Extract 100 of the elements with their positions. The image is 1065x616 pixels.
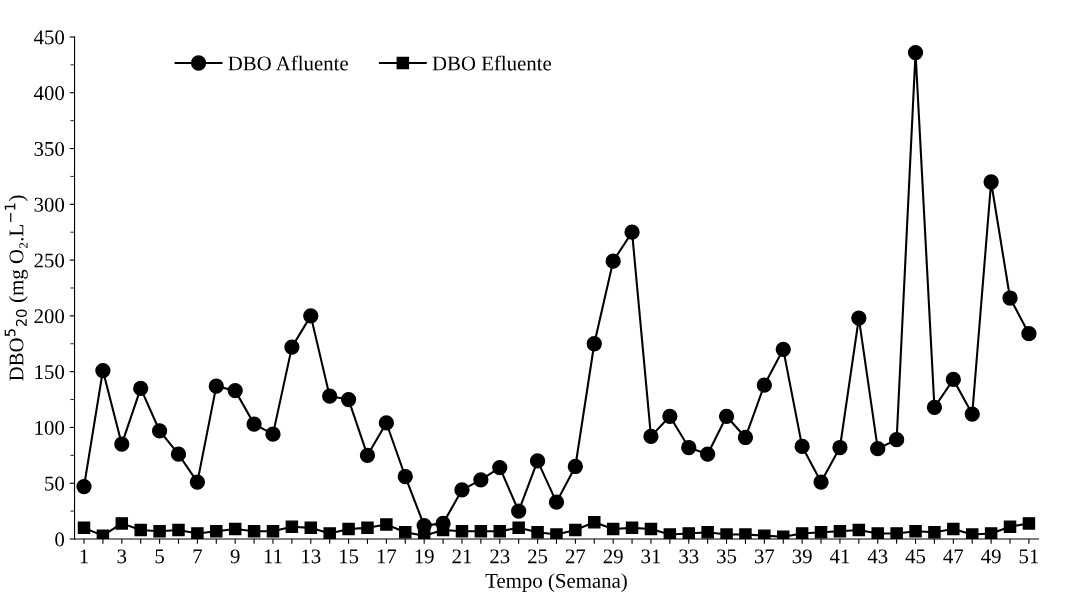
- x-tick-label: 29: [603, 549, 623, 564]
- point: [624, 224, 640, 240]
- point: [511, 503, 527, 519]
- point: [134, 523, 147, 537]
- point: [795, 527, 809, 539]
- point: [378, 415, 395, 431]
- point: [246, 416, 262, 432]
- point: [983, 174, 999, 190]
- x-tick-label: 13: [302, 549, 321, 564]
- point: [303, 308, 319, 324]
- point: [605, 253, 621, 269]
- point: [909, 524, 922, 538]
- x-tick-label: 11: [264, 549, 282, 564]
- point: [567, 458, 584, 475]
- x-tick-label: 45: [905, 549, 926, 564]
- point: [833, 524, 847, 538]
- point: [304, 521, 318, 535]
- point: [1021, 326, 1037, 342]
- x-tick-label: 43: [867, 549, 888, 564]
- point: [114, 436, 130, 452]
- point: [832, 439, 848, 456]
- point: [852, 523, 866, 537]
- x-tick-label: 23: [490, 549, 510, 564]
- point: [870, 440, 886, 457]
- point: [417, 529, 431, 539]
- point: [208, 378, 224, 394]
- x-tick-label: 25: [528, 549, 548, 564]
- legend-label: DBO Efluente: [432, 55, 552, 71]
- point: [512, 521, 525, 535]
- x-tick-label: 15: [339, 549, 359, 564]
- point: [323, 527, 336, 539]
- y-tick-label: 150: [35, 365, 65, 380]
- point: [984, 527, 998, 539]
- y-tick-label: 400: [33, 86, 65, 101]
- point: [529, 453, 546, 469]
- y-tick-label: 0: [55, 532, 65, 547]
- point: [399, 526, 412, 539]
- point: [210, 524, 223, 538]
- x-tick-label: 3: [117, 549, 127, 564]
- point: [758, 529, 771, 539]
- point: [77, 521, 91, 535]
- point: [1002, 290, 1018, 306]
- x-tick-label: 21: [452, 549, 472, 564]
- point: [361, 521, 374, 535]
- point: [115, 517, 129, 530]
- y-tick-label: 250: [34, 253, 65, 268]
- point: [359, 447, 376, 463]
- point: [662, 408, 678, 424]
- point: [588, 516, 601, 529]
- point: [907, 44, 924, 61]
- point: [625, 521, 639, 535]
- x-tick-label: 47: [943, 549, 964, 564]
- x-tick-label: 41: [829, 549, 850, 564]
- point: [284, 339, 300, 355]
- point: [720, 528, 733, 539]
- point: [928, 526, 941, 539]
- point: [153, 524, 166, 538]
- point: [890, 527, 903, 539]
- point: [871, 527, 884, 539]
- point: [965, 528, 979, 539]
- point: [814, 526, 828, 539]
- point: [1003, 520, 1017, 533]
- y-tick-label: 100: [35, 420, 65, 435]
- point: [151, 423, 168, 439]
- y-tick-label: 300: [34, 197, 65, 212]
- point: [228, 522, 242, 536]
- x-tick-label: 7: [193, 549, 202, 564]
- point: [756, 377, 772, 393]
- point: [682, 527, 696, 539]
- point: [454, 482, 470, 498]
- point: [888, 432, 905, 448]
- x-tick-label: 35: [717, 549, 737, 564]
- x-tick-label: 27: [565, 549, 586, 564]
- x-tick-label: 9: [230, 549, 240, 564]
- point: [964, 406, 980, 422]
- point: [926, 399, 943, 415]
- x-tick-label: 33: [679, 549, 699, 564]
- point: [227, 382, 243, 399]
- point: [76, 478, 92, 495]
- point: [531, 526, 544, 539]
- point: [737, 429, 754, 446]
- x-tick-label: 31: [641, 549, 661, 564]
- point: [322, 388, 338, 404]
- y-tick-label: 200: [34, 309, 65, 324]
- y-tick-label: 450: [33, 30, 65, 45]
- point: [1022, 517, 1036, 530]
- point: [718, 408, 735, 424]
- point: [550, 528, 563, 539]
- point: [380, 518, 393, 531]
- point: [285, 520, 299, 533]
- point: [794, 438, 810, 455]
- point: [851, 310, 867, 326]
- point: [775, 341, 791, 357]
- point: [493, 524, 507, 538]
- point: [813, 474, 829, 490]
- point: [569, 523, 582, 537]
- y-tick-label: 350: [34, 141, 65, 156]
- x-tick-label: 37: [754, 549, 775, 564]
- point: [191, 527, 204, 539]
- point: [492, 459, 508, 476]
